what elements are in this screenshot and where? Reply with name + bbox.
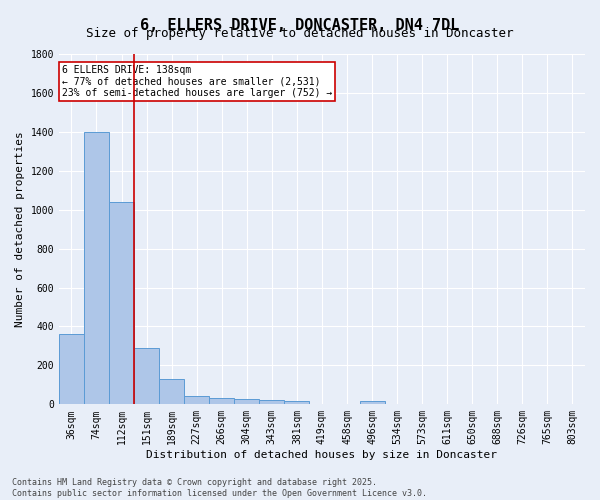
- Bar: [209, 398, 234, 404]
- Text: 6 ELLERS DRIVE: 138sqm
← 77% of detached houses are smaller (2,531)
23% of semi-: 6 ELLERS DRIVE: 138sqm ← 77% of detached…: [62, 64, 332, 98]
- Bar: [184, 396, 209, 404]
- Bar: [134, 348, 159, 405]
- Text: Size of property relative to detached houses in Doncaster: Size of property relative to detached ho…: [86, 28, 514, 40]
- Bar: [159, 379, 184, 404]
- Y-axis label: Number of detached properties: Number of detached properties: [15, 132, 25, 327]
- Bar: [284, 402, 310, 404]
- Bar: [259, 400, 284, 404]
- Bar: [234, 400, 259, 404]
- Bar: [359, 402, 385, 404]
- Text: Contains HM Land Registry data © Crown copyright and database right 2025.
Contai: Contains HM Land Registry data © Crown c…: [12, 478, 427, 498]
- Bar: [109, 202, 134, 404]
- X-axis label: Distribution of detached houses by size in Doncaster: Distribution of detached houses by size …: [146, 450, 497, 460]
- Text: 6, ELLERS DRIVE, DONCASTER, DN4 7DL: 6, ELLERS DRIVE, DONCASTER, DN4 7DL: [140, 18, 460, 32]
- Bar: [59, 334, 84, 404]
- Bar: [84, 132, 109, 404]
